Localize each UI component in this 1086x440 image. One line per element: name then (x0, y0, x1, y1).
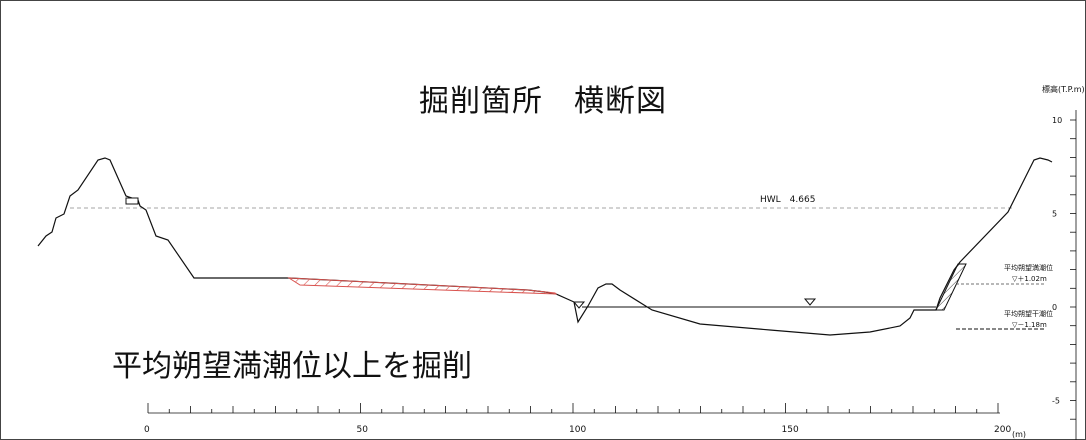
tide-low-value: ▽－1.18m (1012, 321, 1047, 329)
x-tick-label: 50 (357, 425, 369, 435)
y-tick-label: 5 (1052, 210, 1057, 219)
tide-high-name: 平均朔望満潮位 (1004, 263, 1053, 272)
right-bank-wall (935, 263, 967, 311)
left-bank-structure (125, 197, 139, 205)
excavation-caption: 平均朔望満潮位以上を掘削 (112, 349, 472, 384)
water-marker-left (572, 301, 586, 309)
x-tick-label: 150 (782, 425, 799, 435)
water-level-marker (803, 298, 817, 306)
tide-low-name: 平均朔望干潮位 (1004, 309, 1053, 318)
drawing-title: 掘削箇所 横断図 (419, 84, 667, 119)
x-tick-label: 200 (994, 425, 1011, 435)
tide-high-value: ▽＋1.02m (1012, 275, 1047, 283)
x-tick-label: 0 (144, 425, 150, 435)
y-tick-label: 0 (1052, 303, 1057, 312)
y-tick-label: -5 (1052, 397, 1060, 406)
y-tick-label: 10 (1052, 116, 1062, 125)
excavation-area (287, 277, 558, 295)
hwl-label: HWL 4.665 (760, 195, 815, 205)
y-axis-title: 標高(T.P.m) (1042, 84, 1085, 94)
x-axis-unit: (m) (1012, 430, 1026, 439)
ground-profile (37, 157, 1053, 336)
x-tick-label: 100 (569, 425, 586, 435)
